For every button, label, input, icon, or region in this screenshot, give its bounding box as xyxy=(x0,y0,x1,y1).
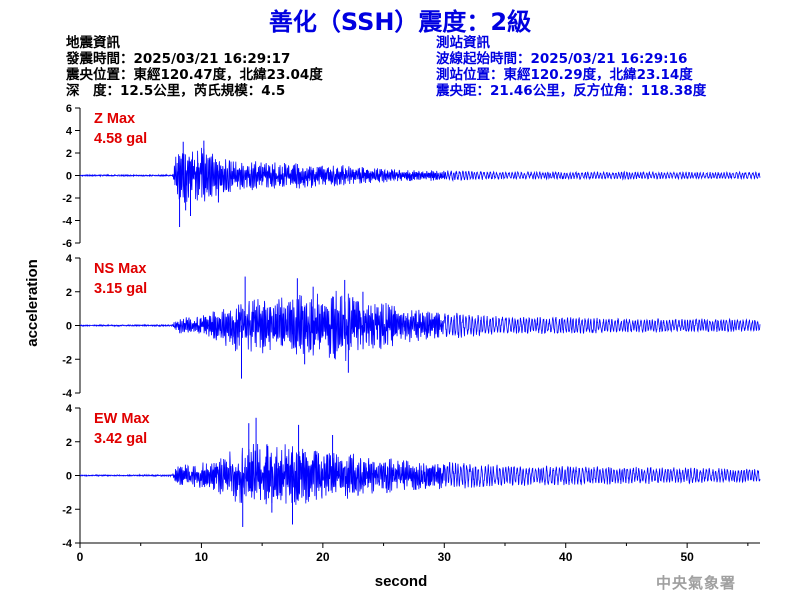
epicenter: 震央位置：東經120.47度，北緯23.04度 xyxy=(66,67,323,83)
z-y-tick-label: -4 xyxy=(62,216,73,228)
z-y-tick-label: 4 xyxy=(66,126,73,138)
ew-waveform xyxy=(79,443,761,505)
ns-y-tick-label: 2 xyxy=(66,287,72,299)
ns-max-value: 3.15 gal xyxy=(94,281,147,297)
depth-magnitude: 深 度：12.5公里，芮氏規模：4.5 xyxy=(66,83,286,99)
ew-y-tick-label: -4 xyxy=(62,538,73,550)
earthquake-info: 地震資訊 發震時間：2025/03/21 16:29:17 震央位置：東經120… xyxy=(66,35,323,99)
chart-title: 善化（SSH）震度：2級 xyxy=(268,8,532,36)
ew-y-tick-label: -2 xyxy=(62,504,72,516)
y-axis-title: acceleration xyxy=(24,259,41,347)
earthquake-info-heading: 地震資訊 xyxy=(66,35,120,51)
ew-max-label: EW Max xyxy=(94,411,150,427)
x-tick-label: 50 xyxy=(680,550,694,564)
z-y-tick-label: -2 xyxy=(62,193,72,205)
z-max-value: 4.58 gal xyxy=(94,131,147,147)
x-tick-label: 10 xyxy=(195,550,209,564)
ew-y-tick-label: 0 xyxy=(66,471,72,483)
x-axis-title: second xyxy=(375,573,428,590)
ns-y-tick-label: 0 xyxy=(66,321,72,333)
z-y-tick-label: 6 xyxy=(66,103,72,115)
distance-azimuth: 震央距：21.46公里，反方位角：118.38度 xyxy=(436,83,707,99)
x-tick-label: 40 xyxy=(559,550,573,564)
ns-max-label: NS Max xyxy=(94,261,146,277)
station-location: 測站位置：東經120.29度，北緯23.14度 xyxy=(436,67,693,83)
z-y-tick-label: 0 xyxy=(66,171,72,183)
z-max-label: Z Max xyxy=(94,111,135,127)
x-tick-label: 0 xyxy=(77,550,84,564)
ns-y-tick-label: -2 xyxy=(62,354,72,366)
station-info-heading: 測站資訊 xyxy=(436,35,490,51)
origin-time: 發震時間：2025/03/21 16:29:17 xyxy=(66,51,291,67)
ew-y-tick-label: 4 xyxy=(66,403,73,415)
ns-y-tick-label: 4 xyxy=(66,253,73,265)
z-y-tick-label: -6 xyxy=(62,238,72,250)
x-tick-label: 30 xyxy=(438,550,452,564)
z-y-tick-label: 2 xyxy=(66,148,72,160)
watermark-text: 中央氣象署 xyxy=(656,574,737,592)
ew-y-tick-label: 2 xyxy=(66,437,72,449)
ns-waveform xyxy=(79,290,761,361)
ew-max-value: 3.42 gal xyxy=(94,431,147,447)
ns-y-tick-label: -4 xyxy=(62,388,73,400)
z-waveform xyxy=(79,147,761,203)
wave-start-time: 波線起始時間：2025/03/21 16:29:16 xyxy=(436,51,688,67)
x-tick-label: 20 xyxy=(316,550,330,564)
station-info: 測站資訊 波線起始時間：2025/03/21 16:29:16 測站位置：東經1… xyxy=(436,35,706,99)
